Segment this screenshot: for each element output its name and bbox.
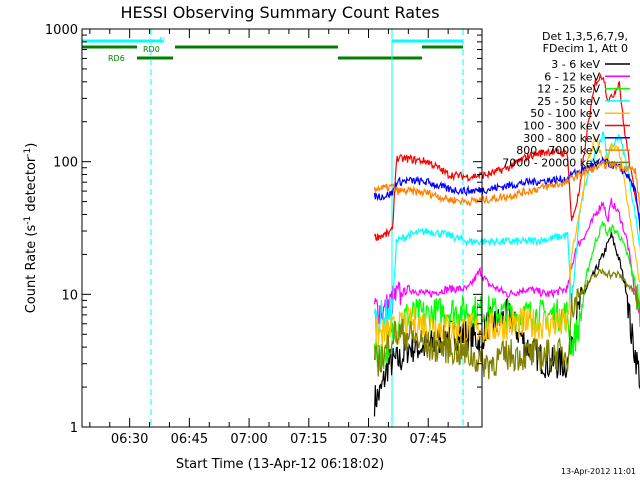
observing-bars: N RD0 RD6 bbox=[82, 36, 463, 63]
legend-label: 800 - 7000 keV bbox=[516, 144, 600, 157]
legend-label: 50 - 100 keV bbox=[530, 107, 600, 120]
y-label-part-3: ) bbox=[24, 143, 39, 148]
y-label-part-1: Count Rate (s bbox=[24, 225, 39, 314]
night-label: N bbox=[159, 36, 165, 45]
series-line bbox=[373, 267, 640, 380]
x-tick-label: 07:00 bbox=[230, 432, 267, 447]
legend-label: 100 - 300 keV bbox=[523, 120, 600, 133]
legend-label: 12 - 25 keV bbox=[537, 83, 600, 96]
legend-label: 7000 - 20000 keV bbox=[502, 156, 600, 169]
series-line bbox=[373, 72, 640, 242]
y-tick-label: 1000 bbox=[45, 23, 78, 38]
legend-label: 300 - 800 keV bbox=[523, 132, 600, 145]
legend: Det 1,3,5,6,7,9, FDecim 1, Att 0 3 - 6 k… bbox=[502, 30, 630, 169]
series-line bbox=[374, 135, 640, 349]
series-line bbox=[373, 158, 640, 213]
legend-label: 3 - 6 keV bbox=[551, 58, 600, 71]
y-axis: 1 10 100 1000 bbox=[45, 23, 482, 436]
x-tick-label: 06:30 bbox=[111, 432, 148, 447]
x-tick-label: 07:30 bbox=[350, 432, 387, 447]
x-tick-label: 07:45 bbox=[410, 432, 447, 447]
y-label-sup-1: -1 bbox=[23, 216, 33, 225]
x-tick-label: 06:45 bbox=[171, 432, 208, 447]
series-layer bbox=[373, 72, 640, 417]
rd6-label: RD6 bbox=[108, 54, 125, 63]
y-label-sup-2: -1 bbox=[23, 148, 33, 157]
legend-header-2: FDecim 1, Att 0 bbox=[543, 42, 628, 55]
series-line bbox=[373, 156, 640, 232]
y-label-part-2: detector bbox=[24, 156, 39, 216]
attenuator-markers bbox=[150, 29, 464, 427]
x-axis-label: Start Time (13-Apr-12 06:18:02) bbox=[176, 457, 384, 472]
series-line bbox=[373, 221, 640, 372]
chart-title: HESSI Observing Summary Count Rates bbox=[120, 3, 439, 22]
y-tick-label: 10 bbox=[61, 288, 78, 303]
y-axis-label: Count Rate (s-1 detector-1) bbox=[23, 143, 39, 314]
legend-label: 25 - 50 keV bbox=[537, 95, 600, 108]
y-tick-label: 1 bbox=[70, 421, 78, 436]
y-tick-label: 100 bbox=[53, 156, 78, 171]
footer-timestamp: 13-Apr-2012 11:01 bbox=[561, 467, 636, 476]
x-tick-label: 07:15 bbox=[290, 432, 327, 447]
series-line bbox=[373, 197, 640, 328]
x-axis: 06:30 06:45 07:00 07:15 07:30 07:45 bbox=[89, 29, 469, 447]
legend-header-1: Det 1,3,5,6,7,9, bbox=[542, 30, 628, 43]
plot-frame bbox=[81, 28, 483, 428]
legend-label: 6 - 12 keV bbox=[544, 70, 600, 83]
